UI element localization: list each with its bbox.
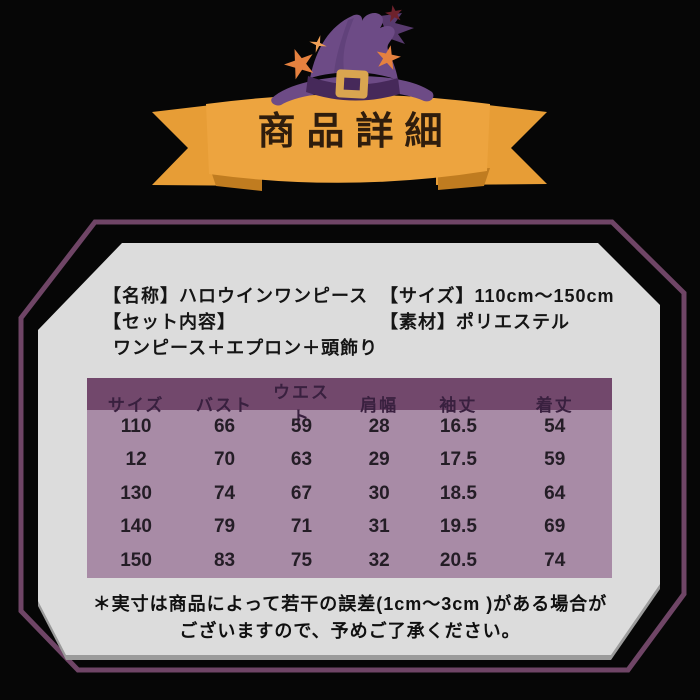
ribbon-title: 商品詳細 <box>257 111 454 153</box>
product-size-text: 【サイズ】110cm～150cm <box>380 286 615 306</box>
table-cell: 29 <box>368 449 390 471</box>
table-row: 140 79 71 31 19.5 69 <box>87 511 612 545</box>
set-contents-text: ワンピース＋エプロン＋頭飾り <box>113 338 379 358</box>
star-icon <box>376 45 401 70</box>
footnote-line-1: ＊実寸は商品によって若干の誤差(1cm～3cm )がある場合が <box>92 594 608 614</box>
table-cell: 54 <box>544 415 566 437</box>
star-icon <box>385 5 402 23</box>
table-cell: 31 <box>368 516 390 538</box>
hat-cone <box>310 12 398 80</box>
table-cell: 63 <box>290 449 313 471</box>
table-cell: 140 <box>120 516 152 538</box>
table-cell: 83 <box>213 549 236 571</box>
table-cell: 74 <box>213 482 236 504</box>
product-name-text: 【名称】ハロウインワンピース <box>103 286 369 306</box>
hat-cone-crease <box>334 18 354 73</box>
set-label-text: 【セット内容】 <box>103 312 236 332</box>
column-header: サイズ <box>107 395 165 415</box>
table-cell: 20.5 <box>439 549 477 571</box>
table-cell: 150 <box>120 549 152 571</box>
footnote-line-2: ございますので、予めご了承ください。 <box>179 621 521 641</box>
hat-buckle-slot <box>343 77 361 91</box>
star-icon <box>284 48 314 80</box>
table-cell: 59 <box>290 415 313 437</box>
column-header: 着丈 <box>535 395 574 415</box>
table-header-row: サイズ バスト ウエスト 肩幅 袖丈 着丈 <box>87 378 612 427</box>
table-row: 130 74 67 30 18.5 64 <box>87 477 612 511</box>
panel-outline <box>18 219 687 673</box>
size-table: サイズ バスト ウエスト 肩幅 袖丈 着丈 110 66 59 28 16.5 54 12 70 63 29… <box>87 378 612 578</box>
column-header: バスト <box>196 395 254 415</box>
table-cell: 12 <box>125 449 147 471</box>
table-cell: 69 <box>544 516 566 538</box>
table-row: 110 66 59 28 16.5 54 <box>87 410 612 444</box>
column-header: 肩幅 <box>360 395 399 415</box>
table-cell: 110 <box>120 415 152 437</box>
column-header: 袖丈 <box>439 395 478 415</box>
table-cell: 75 <box>290 549 313 571</box>
stars <box>284 5 402 80</box>
table-body: 110 66 59 28 16.5 54 12 70 63 29 17.5 59 130 74 67 30 18… <box>87 410 612 578</box>
table-cell: 130 <box>120 482 152 504</box>
table-cell: 59 <box>544 449 566 471</box>
table-cell: 18.5 <box>439 482 477 504</box>
ribbon-banner <box>152 94 547 191</box>
table-cell: 30 <box>368 482 390 504</box>
table-cell: 28 <box>368 415 390 437</box>
ribbon-band <box>206 94 490 183</box>
table-cell: 70 <box>213 449 236 471</box>
column-header: ウエスト <box>272 383 330 427</box>
material-text: 【素材】ポリエステル <box>380 312 570 332</box>
header-banner <box>152 5 547 191</box>
table-row: 150 83 75 32 20.5 74 <box>87 544 612 578</box>
sparkle-icon <box>309 35 327 53</box>
table-cell: 64 <box>544 482 566 504</box>
table-cell: 79 <box>213 516 236 538</box>
table-cell: 19.5 <box>439 516 477 538</box>
table-cell: 17.5 <box>439 449 477 471</box>
table-cell: 71 <box>290 516 313 538</box>
table-cell: 67 <box>290 482 313 504</box>
table-cell: 32 <box>368 549 390 571</box>
table-cell: 74 <box>544 549 566 571</box>
table-cell: 66 <box>213 415 236 437</box>
table-cell: 16.5 <box>439 415 477 437</box>
witch-hat-icon <box>271 12 434 106</box>
table-row: 12 70 63 29 17.5 59 <box>87 444 612 478</box>
